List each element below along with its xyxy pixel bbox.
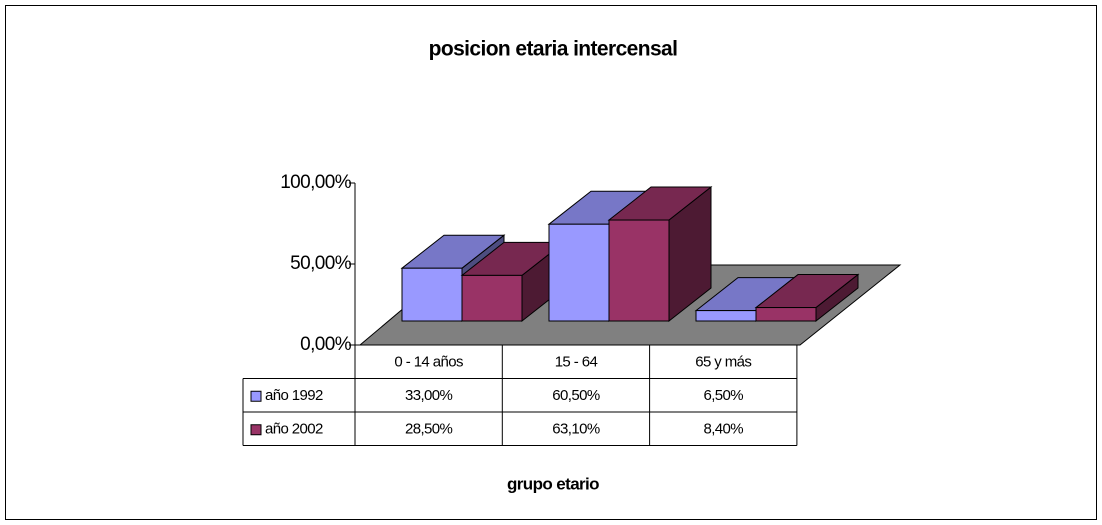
bar [548,223,610,322]
y-tick-label: 50,00% [290,253,352,274]
bar [461,274,523,322]
bar [608,219,670,322]
chart-title: posicion etaria intercensal [429,38,678,61]
table-value: 60,50% [552,387,600,404]
table-value: 33,00% [405,387,453,404]
table-value: 6,50% [703,387,743,404]
legend-label: año 2002 [265,421,323,438]
category-label: 0 - 14 años [394,354,463,371]
bar [695,310,757,322]
legend-label: año 1992 [265,387,323,404]
table-value: 8,40% [703,421,743,438]
table-value: 63,10% [552,421,600,438]
y-tick-label: 100,00% [280,172,352,193]
category-label: 15 - 64 [555,354,598,371]
category-label: 65 y más [695,354,751,371]
x-axis-label: grupo etario [507,474,599,493]
table-value: 28,50% [405,421,453,438]
legend-key [250,424,262,436]
bar [401,267,463,322]
legend-key [250,390,262,402]
bar [755,307,817,322]
y-tick-label: 0,00% [300,334,352,355]
